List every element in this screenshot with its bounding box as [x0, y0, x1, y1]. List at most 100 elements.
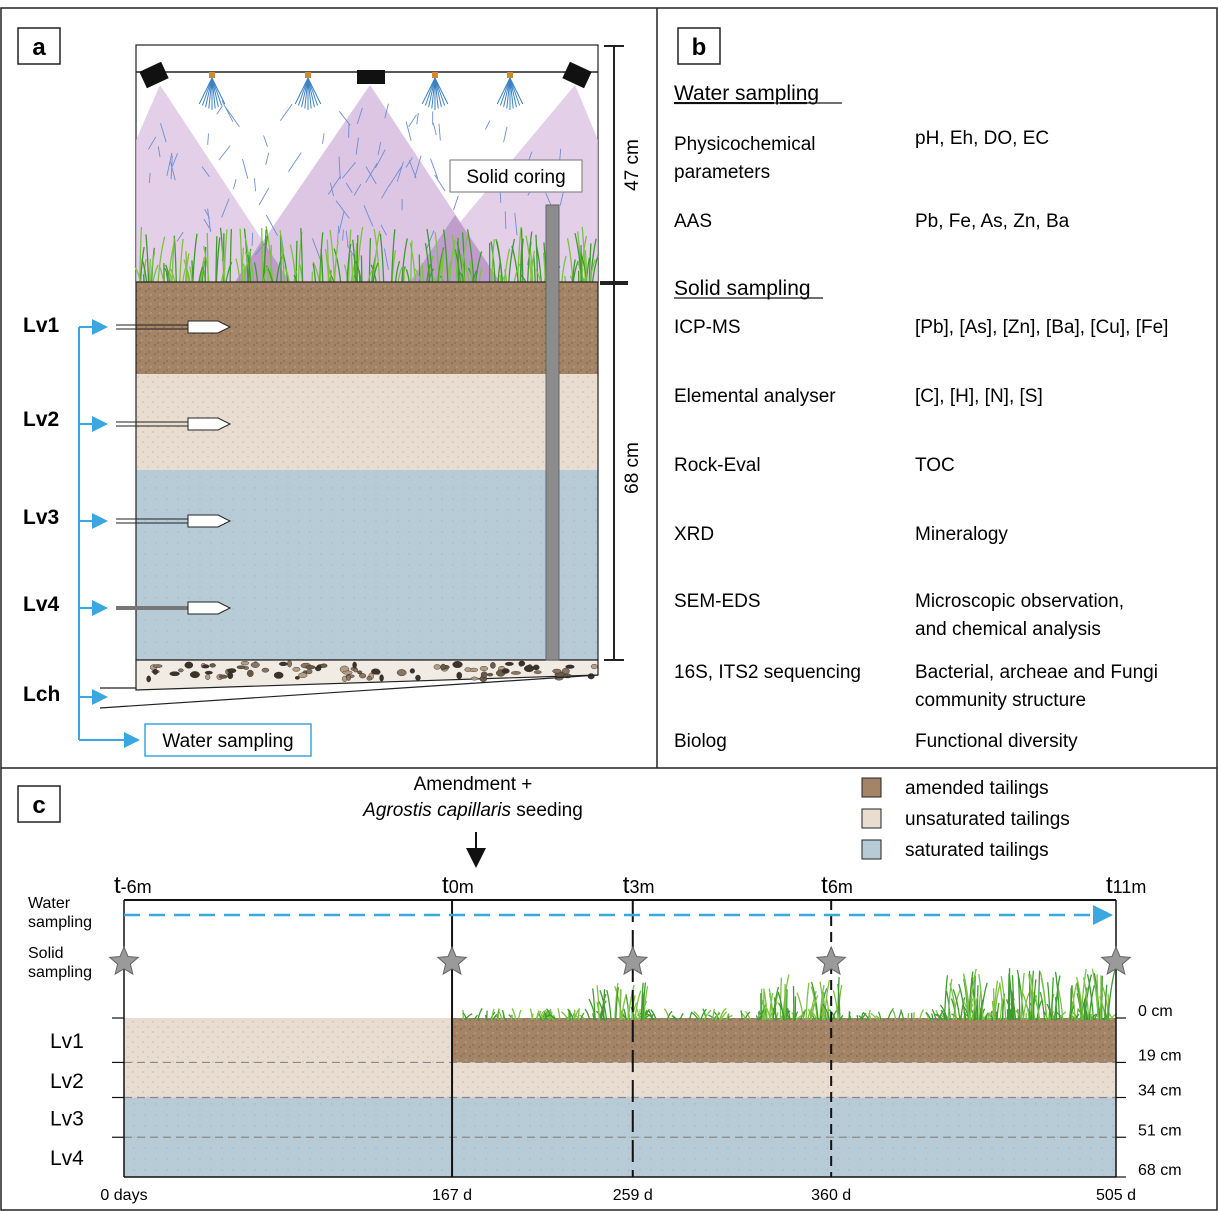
rain-streak [170, 161, 176, 181]
spray-jet [496, 77, 511, 105]
grass-blade [589, 238, 597, 287]
grass-blade [987, 1013, 990, 1021]
grass-blade [693, 1010, 701, 1021]
grass-blade [642, 982, 647, 1021]
rain-streak [171, 153, 178, 167]
method-target: [Pb], [As], [Zn], [Ba], [Cu], [Fe] [915, 317, 1168, 338]
grass-blade [473, 1014, 478, 1021]
gravel-stone [146, 675, 151, 683]
rain-streak [380, 224, 387, 236]
grass-blade [511, 1008, 517, 1021]
grass-blade [1022, 993, 1031, 1021]
legend-label: unsaturated tailings [905, 809, 1070, 830]
grass-blade [860, 1012, 864, 1021]
panel-a-label-box [17, 27, 61, 65]
gravel-stone [433, 664, 441, 670]
gravel-stone [518, 661, 524, 667]
gravel-stone [204, 670, 213, 675]
gravel-stones [146, 660, 598, 683]
grass-blade [960, 997, 966, 1021]
level-label-lch: Lch [23, 683, 60, 706]
grass-blade [1084, 974, 1093, 1021]
gravel-stone [202, 664, 210, 669]
panel-b-label: b [692, 34, 707, 61]
rain-streak [148, 136, 157, 150]
gravel-stone [552, 668, 562, 674]
timepoint-label: t6m [821, 872, 853, 899]
grass-blade [755, 1015, 759, 1021]
method-name: AAS [674, 211, 712, 232]
spray-jet [434, 77, 439, 109]
grass-blade [1000, 976, 1007, 1021]
gravel-stone [409, 668, 415, 674]
grass-blade [580, 1012, 585, 1021]
grass-blade [636, 1008, 641, 1021]
grass-blade [1086, 974, 1095, 1021]
gravel-stone [524, 665, 535, 673]
grass-blade [763, 991, 768, 1021]
grass-blade [772, 986, 780, 1021]
legend-swatch [861, 808, 882, 829]
grass-blade [679, 1012, 684, 1021]
rain-streak [377, 141, 382, 155]
grass-blade [145, 234, 150, 287]
grass-blade [600, 993, 607, 1021]
rain-streak [338, 210, 345, 234]
spray-jet [205, 77, 213, 108]
solid-sampling-star-icon [815, 945, 847, 976]
rain-streak [335, 200, 350, 219]
solid-coring-box [449, 159, 583, 193]
grass-blade [702, 1008, 707, 1021]
gravel-stone [464, 667, 472, 672]
figure-border [0, 7, 1218, 1211]
depth-label: 34 cm [1138, 1083, 1182, 1100]
water-sampling-box [144, 723, 312, 757]
spray-jet [428, 77, 436, 108]
day-label: 0 days [100, 1187, 147, 1204]
dimension-47cm: 47 cm [622, 139, 643, 191]
grass-blade [368, 238, 372, 287]
grass-blade [584, 1008, 591, 1021]
legend-swatch [861, 777, 882, 798]
nozzle-icon [305, 72, 311, 78]
grass-blade [837, 983, 841, 1021]
gravel-stone [261, 667, 270, 673]
grass-blade [491, 1015, 497, 1021]
rain-streak [416, 112, 419, 125]
grass-blade [1082, 1002, 1089, 1021]
rain-streak [176, 231, 184, 242]
method-target: [C], [H], [N], [S] [915, 386, 1043, 407]
rain-streak [288, 152, 302, 172]
grass-blade [568, 1010, 571, 1021]
gravel-stone [184, 661, 194, 669]
spray-nozzles [198, 72, 524, 110]
panel-b: b Water sampling Solid sampling Physicoc… [674, 27, 1168, 752]
gravel-stone [342, 670, 353, 675]
rain-streak [216, 105, 223, 115]
spray-jet [434, 77, 449, 105]
spray-jet [434, 77, 446, 106]
nozzle-icon [507, 72, 513, 78]
grass-blade [663, 1008, 671, 1021]
grass-blade [779, 977, 783, 1021]
probe-tip-icon [187, 320, 232, 334]
timeline-level-label: Lv2 [50, 1070, 84, 1093]
grass-blade [1076, 1008, 1079, 1021]
gravel-stone [314, 666, 322, 672]
gravel-stone [480, 671, 488, 678]
legend-label: amended tailings [905, 778, 1049, 799]
rain-streak [356, 107, 363, 124]
gravel-stone [440, 663, 447, 671]
grass-blade [581, 226, 587, 287]
rain-streak [253, 178, 257, 192]
rain-streak [329, 182, 335, 197]
grass-blade [451, 235, 459, 287]
grass-blade [1096, 974, 1099, 1021]
rain-streak [396, 161, 404, 182]
rain-streak [355, 137, 359, 155]
grass-blade [270, 245, 272, 287]
rain-streak [263, 135, 268, 147]
grass-blade [535, 1010, 540, 1021]
grass-blade [501, 1009, 506, 1021]
rain-streak [405, 157, 413, 168]
